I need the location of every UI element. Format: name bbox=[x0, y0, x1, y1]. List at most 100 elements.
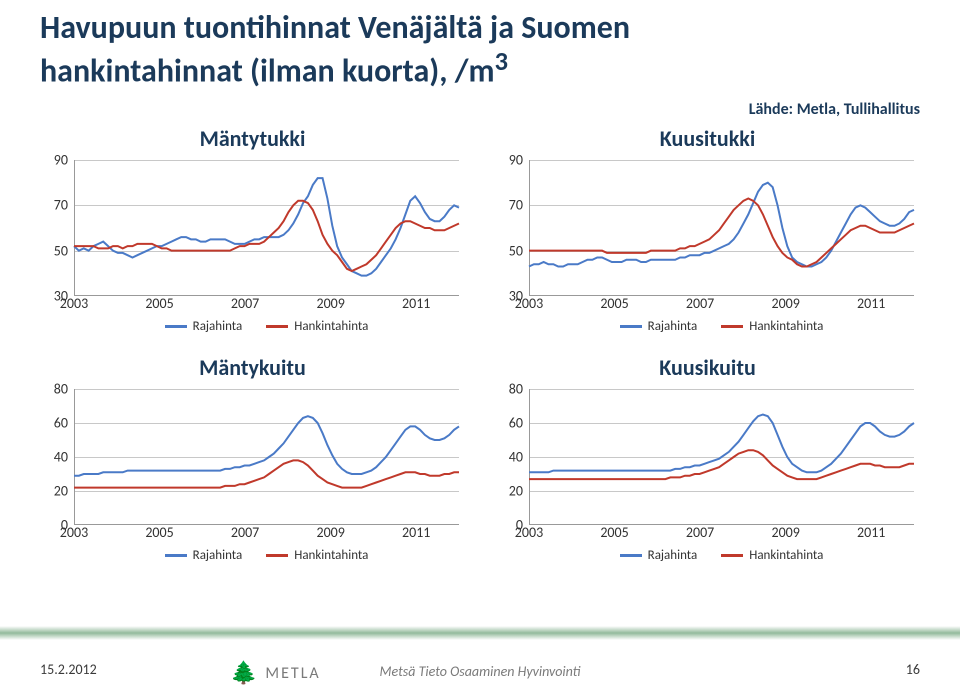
x-tick-label: 2009 bbox=[316, 295, 344, 312]
legend-swatch bbox=[165, 325, 187, 328]
y-tick-label: 60 bbox=[495, 415, 523, 432]
chart-title: Mäntykuitu bbox=[40, 354, 465, 381]
x-tick-label: 2005 bbox=[600, 524, 628, 541]
x-tick-label: 2003 bbox=[60, 295, 88, 312]
chart-lines bbox=[74, 389, 459, 525]
x-tick-label: 2003 bbox=[60, 524, 88, 541]
chart-mantykuitu: Mäntykuitu02040608020032005200720092011R… bbox=[40, 354, 465, 565]
series-domestic bbox=[74, 201, 459, 271]
chart-kuusikuitu: Kuusikuitu02040608020032005200720092011R… bbox=[495, 354, 920, 565]
y-tick-label: 50 bbox=[495, 242, 523, 259]
legend-swatch bbox=[266, 554, 288, 557]
chart-box: 3050709020032005200720092011RajahintaHan… bbox=[495, 156, 920, 336]
legend-swatch bbox=[721, 325, 743, 328]
legend-label: Hankintahinta bbox=[294, 548, 368, 563]
chart-legend: Rajahinta Hankintahinta bbox=[529, 545, 914, 565]
chart-box: 02040608020032005200720092011RajahintaHa… bbox=[40, 385, 465, 565]
footer-tagline: Metsä Tieto Osaaminen Hyvinvointi bbox=[0, 663, 960, 680]
legend-label: Rajahinta bbox=[193, 319, 243, 334]
x-tick-label: 2011 bbox=[402, 295, 430, 312]
series-import bbox=[74, 416, 459, 476]
chart-legend: Rajahinta Hankintahinta bbox=[529, 316, 914, 336]
x-tick-label: 2009 bbox=[771, 295, 799, 312]
y-tick-label: 60 bbox=[40, 415, 68, 432]
y-tick-label: 20 bbox=[495, 483, 523, 500]
chart-lines bbox=[529, 160, 914, 296]
slide: Havupuun tuontihinnat Venäjältä ja Suome… bbox=[0, 10, 960, 692]
x-tick-label: 2009 bbox=[316, 524, 344, 541]
y-tick-label: 90 bbox=[495, 152, 523, 169]
y-tick-label: 80 bbox=[495, 381, 523, 398]
legend-swatch bbox=[266, 325, 288, 328]
series-domestic bbox=[529, 450, 914, 479]
series-domestic bbox=[74, 460, 459, 487]
x-tick-label: 2007 bbox=[231, 295, 259, 312]
y-tick-label: 70 bbox=[495, 197, 523, 214]
x-tick-label: 2005 bbox=[145, 295, 173, 312]
legend-swatch bbox=[620, 325, 642, 328]
title-line-2: hankintahinnat (ilman kuorta), /m bbox=[40, 51, 494, 90]
chart-grid: Mäntytukki3050709020032005200720092011Ra… bbox=[40, 125, 920, 565]
legend-swatch bbox=[620, 554, 642, 557]
legend-item-import: Rajahinta bbox=[620, 316, 698, 336]
x-tick-label: 2009 bbox=[771, 524, 799, 541]
y-tick-label: 40 bbox=[495, 449, 523, 466]
x-tick-label: 2007 bbox=[686, 295, 714, 312]
chart-mantytukki: Mäntytukki3050709020032005200720092011Ra… bbox=[40, 125, 465, 336]
slide-title: Havupuun tuontihinnat Venäjältä ja Suome… bbox=[40, 10, 920, 90]
y-tick-label: 40 bbox=[40, 449, 68, 466]
x-tick-label: 2007 bbox=[231, 524, 259, 541]
legend-swatch bbox=[165, 554, 187, 557]
plot-area bbox=[74, 160, 459, 296]
chart-kuusitukki: Kuusitukki3050709020032005200720092011Ra… bbox=[495, 125, 920, 336]
x-tick-label: 2011 bbox=[402, 524, 430, 541]
y-tick-label: 70 bbox=[40, 197, 68, 214]
plot-area bbox=[74, 389, 459, 525]
x-tick-label: 2011 bbox=[857, 295, 885, 312]
legend-item-import: Rajahinta bbox=[165, 545, 243, 565]
chart-box: 02040608020032005200720092011RajahintaHa… bbox=[495, 385, 920, 565]
series-domestic bbox=[529, 199, 914, 267]
x-tick-label: 2011 bbox=[857, 524, 885, 541]
legend-item-domestic: Hankintahinta bbox=[721, 316, 823, 336]
legend-label: Rajahinta bbox=[648, 548, 698, 563]
legend-item-domestic: Hankintahinta bbox=[266, 545, 368, 565]
chart-legend: Rajahinta Hankintahinta bbox=[74, 545, 459, 565]
y-tick-label: 80 bbox=[40, 381, 68, 398]
chart-legend: Rajahinta Hankintahinta bbox=[74, 316, 459, 336]
plot-area bbox=[529, 160, 914, 296]
series-import bbox=[529, 183, 914, 267]
legend-item-domestic: Hankintahinta bbox=[266, 316, 368, 336]
chart-title: Kuusitukki bbox=[495, 125, 920, 152]
x-tick-label: 2005 bbox=[145, 524, 173, 541]
footer-gradient bbox=[0, 626, 960, 640]
chart-lines bbox=[74, 160, 459, 296]
title-line-1: Havupuun tuontihinnat Venäjältä ja Suome… bbox=[40, 8, 630, 47]
title-sup: 3 bbox=[494, 46, 508, 78]
plot-area bbox=[529, 389, 914, 525]
footer: 15.2.2012 🌲 METLA Metsä Tieto Osaaminen … bbox=[0, 640, 960, 692]
chart-box: 3050709020032005200720092011RajahintaHan… bbox=[40, 156, 465, 336]
y-tick-label: 20 bbox=[40, 483, 68, 500]
footer-page-number: 16 bbox=[906, 661, 920, 678]
legend-item-domestic: Hankintahinta bbox=[721, 545, 823, 565]
chart-lines bbox=[529, 389, 914, 525]
x-tick-label: 2005 bbox=[600, 295, 628, 312]
x-tick-label: 2007 bbox=[686, 524, 714, 541]
legend-label: Hankintahinta bbox=[749, 548, 823, 563]
chart-title: Mäntytukki bbox=[40, 125, 465, 152]
x-tick-label: 2003 bbox=[515, 524, 543, 541]
y-tick-label: 90 bbox=[40, 152, 68, 169]
legend-item-import: Rajahinta bbox=[620, 545, 698, 565]
source-label: Lähde: Metla, Tullihallitus bbox=[749, 100, 920, 119]
legend-item-import: Rajahinta bbox=[165, 316, 243, 336]
legend-swatch bbox=[721, 554, 743, 557]
y-tick-label: 50 bbox=[40, 242, 68, 259]
legend-label: Hankintahinta bbox=[294, 319, 368, 334]
series-import bbox=[74, 178, 459, 275]
chart-title: Kuusikuitu bbox=[495, 354, 920, 381]
legend-label: Rajahinta bbox=[648, 319, 698, 334]
series-import bbox=[529, 415, 914, 473]
x-tick-label: 2003 bbox=[515, 295, 543, 312]
legend-label: Hankintahinta bbox=[749, 319, 823, 334]
